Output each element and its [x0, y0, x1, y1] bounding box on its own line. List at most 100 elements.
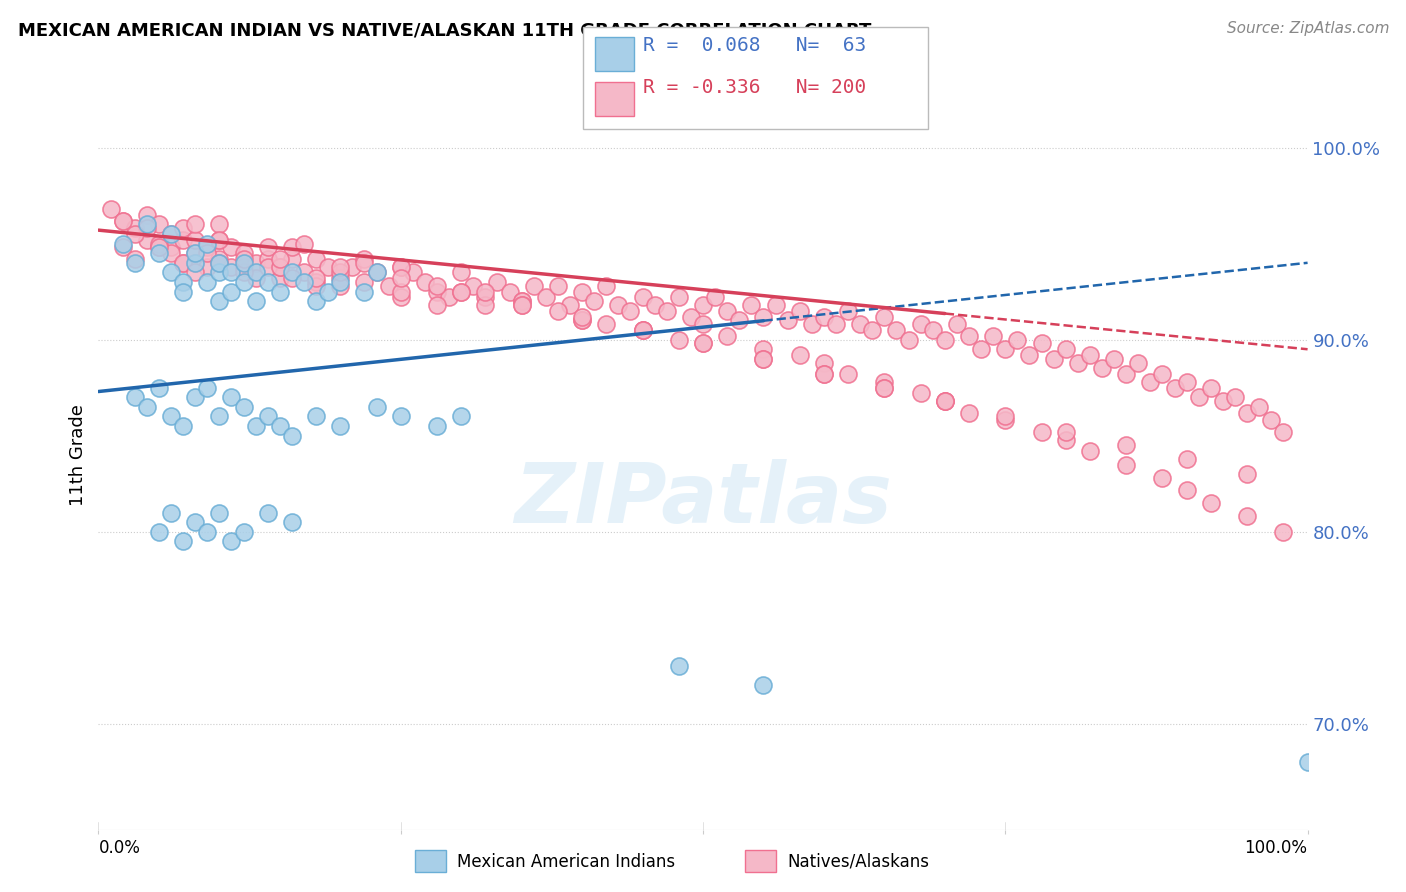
Point	[256, 252, 278, 266]
Point	[631, 323, 654, 337]
Point	[910, 386, 932, 401]
Point	[752, 310, 775, 324]
Point	[172, 285, 194, 299]
Point	[450, 285, 472, 299]
Point	[135, 400, 157, 414]
Point	[232, 265, 254, 279]
Point	[124, 256, 146, 270]
Point	[329, 275, 352, 289]
Point	[305, 275, 328, 289]
Point	[800, 318, 823, 332]
Point	[269, 271, 291, 285]
Point	[934, 394, 956, 409]
Point	[256, 240, 278, 254]
Point	[195, 260, 218, 274]
Point	[595, 278, 617, 293]
Point	[740, 298, 762, 312]
Point	[160, 265, 183, 279]
Point	[135, 221, 157, 235]
Point	[389, 260, 412, 274]
Text: ZIPatlas: ZIPatlas	[515, 459, 891, 541]
Point	[1115, 368, 1137, 382]
Point	[329, 265, 352, 279]
Point	[631, 323, 654, 337]
Point	[221, 285, 243, 299]
Point	[957, 328, 980, 343]
Point	[413, 275, 436, 289]
Point	[342, 260, 364, 274]
Point	[873, 375, 896, 389]
Point	[1236, 509, 1258, 524]
Point	[934, 394, 956, 409]
Point	[269, 285, 291, 299]
Point	[184, 246, 207, 260]
Point	[256, 506, 278, 520]
Point	[1042, 351, 1064, 366]
Point	[752, 351, 775, 366]
Point	[292, 236, 315, 251]
Point	[111, 240, 134, 254]
Point	[160, 506, 183, 520]
Point	[1152, 368, 1174, 382]
Point	[957, 406, 980, 420]
Point	[245, 265, 267, 279]
Point	[245, 271, 267, 285]
Point	[813, 310, 835, 324]
Point	[426, 278, 449, 293]
Point	[208, 233, 231, 247]
Point	[221, 534, 243, 549]
Point	[160, 227, 183, 241]
Point	[208, 233, 231, 247]
Text: Mexican American Indians: Mexican American Indians	[457, 853, 675, 871]
Point	[813, 356, 835, 370]
Point	[765, 298, 787, 312]
Y-axis label: 11th Grade: 11th Grade	[69, 404, 87, 506]
Point	[1260, 413, 1282, 427]
Point	[148, 524, 170, 539]
Point	[160, 227, 183, 241]
Point	[160, 240, 183, 254]
Point	[135, 218, 157, 232]
Point	[269, 419, 291, 434]
Point	[329, 271, 352, 285]
Point	[281, 271, 304, 285]
Point	[752, 343, 775, 357]
Point	[437, 290, 460, 304]
Point	[316, 260, 339, 274]
Point	[292, 275, 315, 289]
Point	[1272, 524, 1295, 539]
Point	[281, 252, 304, 266]
Point	[583, 294, 606, 309]
Point	[389, 409, 412, 424]
Point	[1236, 467, 1258, 482]
Point	[184, 256, 207, 270]
Point	[184, 515, 207, 529]
Point	[1067, 356, 1090, 370]
Text: Natives/Alaskans: Natives/Alaskans	[787, 853, 929, 871]
Point	[994, 409, 1017, 424]
Text: Source: ZipAtlas.com: Source: ZipAtlas.com	[1226, 21, 1389, 37]
Point	[692, 318, 714, 332]
Point	[813, 368, 835, 382]
Point	[208, 252, 231, 266]
Point	[281, 428, 304, 442]
Point	[389, 285, 412, 299]
Point	[1175, 451, 1198, 466]
Point	[1091, 361, 1114, 376]
Point	[366, 265, 388, 279]
Point	[195, 381, 218, 395]
Point	[571, 313, 593, 327]
Point	[450, 265, 472, 279]
Point	[148, 236, 170, 251]
Point	[789, 303, 811, 318]
Point	[934, 333, 956, 347]
Point	[100, 202, 122, 216]
Point	[232, 246, 254, 260]
Point	[1199, 381, 1222, 395]
Point	[752, 351, 775, 366]
Point	[232, 256, 254, 270]
Point	[813, 368, 835, 382]
Point	[426, 298, 449, 312]
Point	[631, 290, 654, 304]
Point	[305, 271, 328, 285]
